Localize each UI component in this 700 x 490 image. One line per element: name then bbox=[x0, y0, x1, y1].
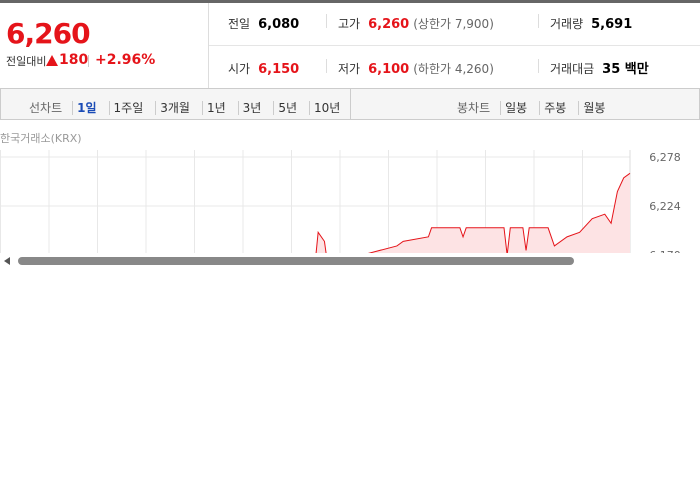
cell-note: (상한가 7,900) bbox=[413, 17, 494, 31]
col-divider bbox=[538, 59, 539, 73]
quote-cell: 고가 6,260 (상한가 7,900) bbox=[338, 13, 494, 32]
cell-label: 거래대금 bbox=[550, 62, 595, 76]
y-tick-label: 6,278 bbox=[649, 151, 681, 164]
period-tab[interactable]: 주봉 bbox=[539, 101, 571, 115]
quote-cell: 전일 6,080 bbox=[228, 13, 299, 32]
cell-label: 고가 bbox=[338, 17, 361, 31]
divider bbox=[88, 55, 89, 67]
cell-value: 6,080 bbox=[258, 17, 300, 32]
tab-label: 선차트 bbox=[29, 101, 63, 115]
period-tab[interactable]: 5년 bbox=[273, 101, 302, 115]
cell-value: 6,100 bbox=[368, 62, 410, 77]
y-tick-label: 6,170 bbox=[649, 249, 681, 255]
source: 한국거래소(KRX) bbox=[0, 132, 82, 145]
change: 180 bbox=[59, 52, 89, 68]
cell-value: 6,260 bbox=[368, 17, 410, 32]
period-tab[interactable]: 월봉 bbox=[578, 101, 610, 115]
area bbox=[316, 173, 630, 253]
scroll-thumb[interactable] bbox=[18, 257, 574, 265]
cell-note: (하한가 4,260) bbox=[413, 62, 494, 76]
cell-value: 35 백만 bbox=[602, 62, 649, 77]
period-tab[interactable]: 1일 bbox=[72, 101, 101, 115]
period-tab[interactable]: 1년 bbox=[201, 101, 230, 115]
period-tab[interactable]: 3개월 bbox=[155, 101, 194, 115]
quote-cell: 시가 6,150 bbox=[228, 58, 299, 77]
change-label: 전일대비 bbox=[6, 55, 47, 68]
change-pct: +2.96% bbox=[95, 52, 156, 68]
scrollbar[interactable] bbox=[0, 254, 700, 268]
top-bar bbox=[0, 0, 700, 3]
period-tab[interactable]: 10년 bbox=[309, 101, 345, 115]
line-tabs: 선차트 1일 1주일 3개월 1년 3년 5년 10년 bbox=[29, 97, 348, 116]
period-tab[interactable]: 3년 bbox=[237, 101, 266, 115]
price-line bbox=[315, 172, 631, 253]
cell-label: 거래량 bbox=[550, 17, 584, 31]
col-divider bbox=[326, 14, 327, 28]
tab-bar: 선차트 1일 1주일 3개월 1년 3년 5년 10년 봉차트 일봉 주봉 월봉 bbox=[0, 88, 700, 120]
cell-value: 6,150 bbox=[258, 62, 300, 77]
y-tick-label: 6,224 bbox=[649, 200, 681, 213]
chart: 6,278 6,224 6,170 bbox=[0, 150, 681, 255]
cell-label: 전일 bbox=[228, 17, 251, 31]
tab-label: 봉차트 bbox=[457, 101, 491, 115]
up-icon bbox=[46, 55, 58, 66]
candle-tabs: 봉차트 일봉 주봉 월봉 bbox=[457, 97, 613, 116]
row-divider bbox=[209, 45, 700, 46]
period-tab[interactable]: 일봉 bbox=[500, 101, 532, 115]
quote-cell: 거래량 5,691 bbox=[550, 13, 632, 32]
cell-label: 시가 bbox=[228, 62, 251, 76]
cell-label: 저가 bbox=[338, 62, 361, 76]
price-box: 6,260 전일대비 180 +2.96% bbox=[0, 3, 209, 88]
quote-cell: 저가 6,100 (하한가 4,260) bbox=[338, 58, 494, 77]
period-tab[interactable]: 1주일 bbox=[108, 101, 148, 115]
col-divider bbox=[538, 14, 539, 28]
cell-value: 5,691 bbox=[591, 17, 633, 32]
price: 6,260 bbox=[6, 17, 91, 50]
quote-cell: 거래대금 35 백만 bbox=[550, 58, 649, 77]
col-divider bbox=[326, 59, 327, 73]
